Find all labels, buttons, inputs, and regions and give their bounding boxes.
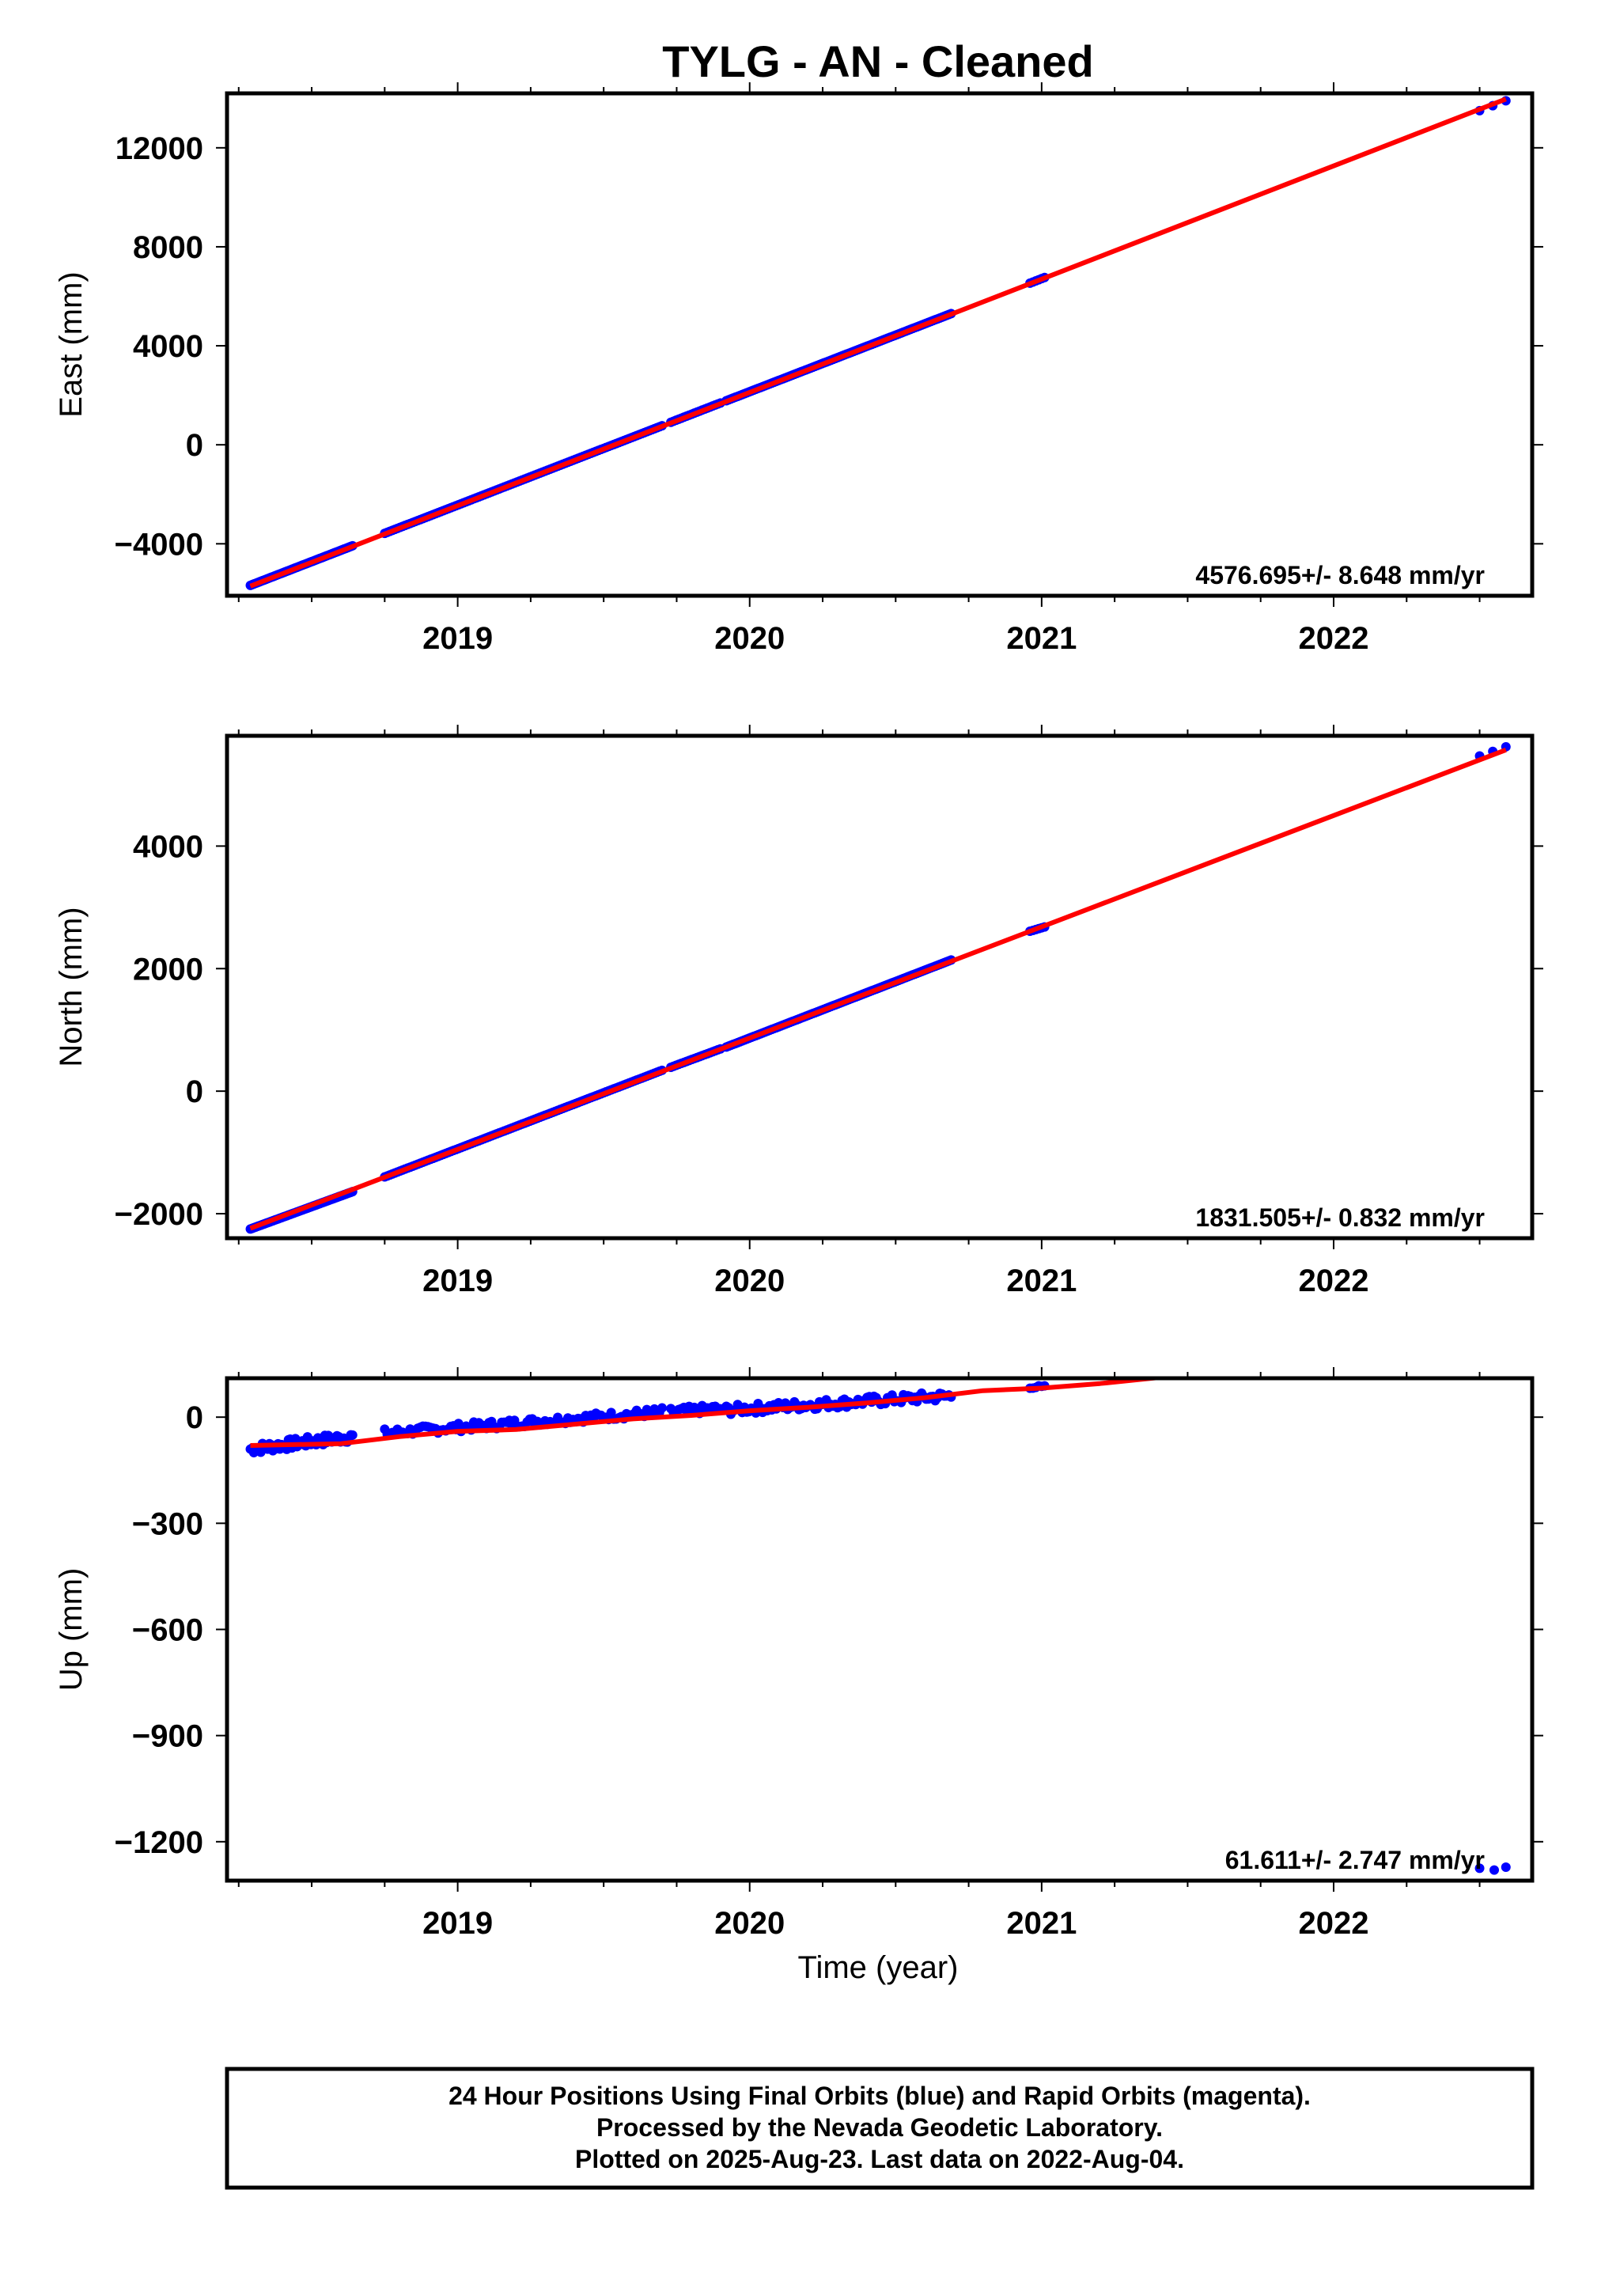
up-plot-frame [225, 1376, 1535, 1883]
north-y-tick-label: 0 [186, 1074, 203, 1109]
east-x-tick-label: 2020 [714, 621, 785, 656]
up-x-tick-label: 2019 [422, 1906, 493, 1941]
north-y-tick-label: 2000 [133, 952, 203, 987]
north-data-layer [245, 741, 1511, 1234]
up-data-point [657, 1403, 667, 1413]
east-panel: 2019 2020 2021 2022 −4000 0 4000 8000 12000 East … [54, 82, 1543, 656]
up-y-tick-label: 0 [186, 1400, 203, 1435]
up-data-layer [245, 1378, 1511, 1875]
north-y-axis-label: North (mm) [54, 907, 89, 1067]
north-rate-label: 1831.505+/- 0.832 mm/yr [1195, 1203, 1485, 1232]
north-x-tick-label: 2022 [1299, 1264, 1369, 1298]
north-fit-line [249, 747, 1507, 1231]
up-x-tick-label: 2020 [714, 1906, 785, 1941]
up-panel: 2019 2020 2021 2022 −1200 −900 −600 −300 0 Up (mm… [54, 1367, 1543, 1941]
footer-frame [225, 2067, 1535, 2190]
footer-box: 24 Hour Positions Using Final Orbits (bl… [225, 2067, 1535, 2190]
up-y-tick-label: −600 [132, 1613, 203, 1648]
east-y-tick-label: 8000 [133, 230, 203, 265]
north-panel: 2019 2020 2021 2022 −2000 0 2000 4000 North (mm)… [54, 725, 1543, 1298]
footer-line-1: 24 Hour Positions Using Final Orbits (bl… [449, 2082, 1311, 2110]
up-data-point [1501, 1862, 1511, 1873]
north-x-tick-label: 2020 [714, 1264, 785, 1298]
chart-title: TYLG - AN - Cleaned [662, 36, 1094, 86]
east-y-tick-label: 0 [186, 428, 203, 463]
north-y-tick-label: 4000 [133, 829, 203, 864]
east-x-tick-label: 2019 [422, 621, 493, 656]
up-x-tick-label: 2021 [1006, 1906, 1077, 1941]
up-x-tick-label: 2022 [1299, 1906, 1369, 1941]
north-x-tick-label: 2019 [422, 1264, 493, 1298]
up-data-point [1489, 1865, 1500, 1875]
east-y-tick-label: 4000 [133, 329, 203, 364]
east-y-tick-label: −4000 [115, 527, 203, 562]
east-data-layer [245, 96, 1511, 590]
up-rate-label: 61.611+/- 2.747 mm/yr [1225, 1846, 1485, 1874]
east-y-axis-label: East (mm) [54, 271, 89, 417]
footer-line-2: Processed by the Nevada Geodetic Laborat… [596, 2113, 1163, 2142]
north-plot-frame [225, 733, 1535, 1241]
up-data-point [347, 1430, 358, 1440]
up-y-tick-label: −900 [132, 1719, 203, 1754]
x-axis-label: Time (year) [798, 1950, 959, 1985]
east-fit-line [249, 97, 1507, 589]
footer-line-3: Plotted on 2025-Aug-23. Last data on 202… [575, 2145, 1184, 2173]
north-y-tick-label: −2000 [115, 1197, 203, 1232]
up-y-tick-label: −1200 [115, 1825, 203, 1860]
east-rate-label: 4576.695+/- 8.648 mm/yr [1195, 561, 1485, 589]
east-x-tick-label: 2021 [1006, 621, 1077, 656]
east-y-tick-label: 12000 [115, 131, 203, 166]
east-plot-frame [225, 91, 1535, 598]
up-data-point [1474, 1863, 1485, 1874]
east-x-tick-label: 2022 [1299, 621, 1369, 656]
up-y-tick-label: −300 [132, 1506, 203, 1541]
up-y-axis-label: Up (mm) [54, 1568, 89, 1692]
north-x-tick-label: 2021 [1006, 1264, 1077, 1298]
up-fit-line [250, 1378, 1159, 1448]
